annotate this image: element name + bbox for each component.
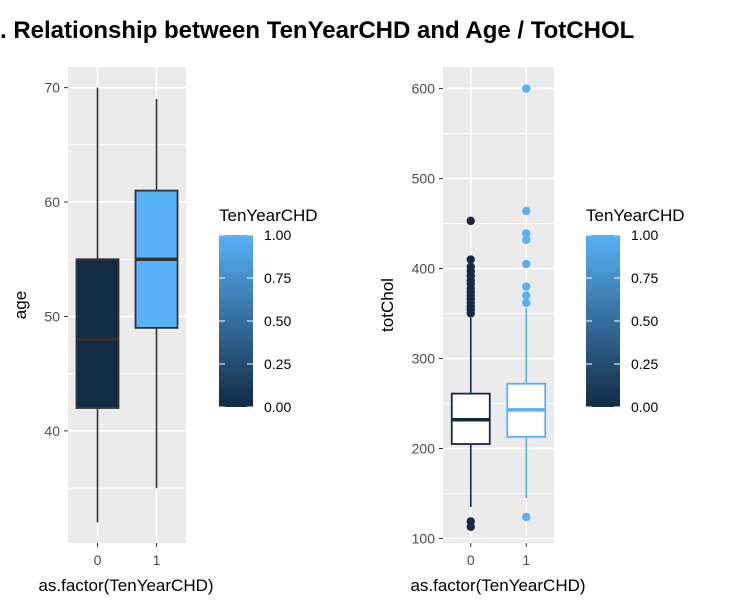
y-tick-label: 70	[44, 80, 60, 96]
x-tick-label: 0	[467, 552, 475, 568]
legend-tick-label: 0.50	[631, 313, 658, 329]
y-tick-label: 60	[44, 194, 60, 210]
outlier-point	[522, 512, 531, 522]
y-tick-label: 40	[44, 423, 60, 439]
y-tick-label: 200	[412, 441, 436, 457]
y-tick-label: 600	[412, 81, 436, 97]
legend-tick-label: 0.00	[264, 399, 291, 415]
legend-tick-label: 0.00	[631, 399, 658, 415]
outlier-point	[522, 84, 531, 93]
age-boxplot-chart: 40 50 60 70 0 1 age as.factor(TenYearCHD) TenYea…	[11, 67, 318, 595]
legend-tick-label: 0.25	[631, 356, 658, 372]
legend-tick-label: 0.75	[264, 270, 291, 286]
outlier-point	[522, 229, 531, 238]
y-tick-label: 100	[412, 531, 436, 547]
outlier-point	[466, 262, 475, 271]
x-axis-label: as.factor(TenYearCHD)	[38, 576, 213, 595]
totchol-boxplot-chart: 100 200 300 400 500 600 0 1 totChol as.factor(Ten…	[378, 67, 685, 595]
x-tick-label: 0	[94, 552, 102, 568]
y-tick-label: 400	[412, 261, 436, 277]
outlier-point	[466, 216, 475, 226]
x-axis-label: as.factor(TenYearCHD)	[410, 576, 585, 595]
outlier-point	[522, 259, 531, 269]
y-axis-label: totChol	[378, 278, 397, 332]
outlier-point	[466, 517, 475, 526]
legend-title: TenYearCHD	[586, 206, 685, 225]
legend-title: TenYearCHD	[219, 206, 318, 225]
outlier-point	[522, 282, 531, 291]
x-tick-label: 1	[153, 552, 161, 568]
figure-title: . Relationship between TenYearCHD and Ag…	[0, 17, 634, 44]
outlier-point	[466, 255, 475, 264]
outlier-point	[522, 206, 531, 216]
y-axis-label: age	[11, 291, 30, 319]
y-tick-label: 300	[412, 351, 436, 367]
legend-tick-label: 1.00	[631, 227, 658, 243]
y-tick-label: 50	[44, 308, 60, 324]
legend-tick-label: 0.50	[264, 313, 291, 329]
legend-tick-label: 0.25	[264, 356, 291, 372]
legend-tick-label: 1.00	[264, 227, 291, 243]
legend-tick-label: 0.75	[631, 270, 658, 286]
x-tick-label: 1	[522, 552, 530, 568]
outlier-point	[522, 235, 531, 244]
outlier-point	[522, 298, 531, 307]
outlier-point	[522, 291, 531, 300]
y-tick-label: 500	[412, 171, 436, 187]
plot-panel	[443, 67, 554, 543]
box-iqr	[75, 258, 120, 409]
